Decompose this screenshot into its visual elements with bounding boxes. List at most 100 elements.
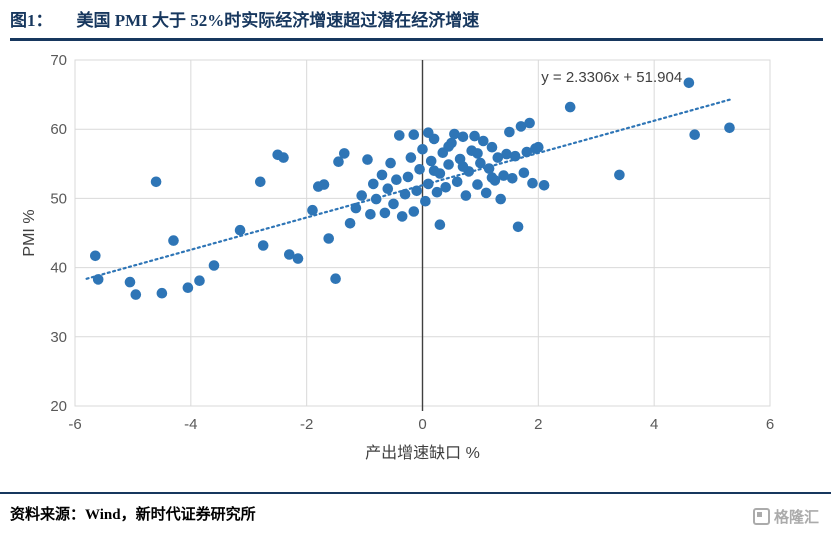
- scatter-point: [278, 152, 289, 163]
- scatter-point: [405, 152, 417, 163]
- scatter-point: [486, 141, 498, 153]
- scatter-point: [521, 146, 533, 158]
- scatter-point: [124, 276, 136, 288]
- scatter-point: [480, 187, 492, 199]
- scatter-point: [475, 157, 486, 169]
- scatter-point: [460, 190, 472, 201]
- scatter-point: [234, 224, 246, 236]
- scatter-point: [156, 287, 168, 299]
- figure-title-row: 图1： 美国 PMI 大于 52%时实际经济增速超过潜在经济增速: [10, 6, 823, 41]
- figure-title: 美国 PMI 大于 52%时实际经济增速超过潜在经济增速: [76, 11, 480, 30]
- x-tick-label: 0: [418, 416, 426, 433]
- scatter-point: [370, 193, 382, 205]
- source-label: 资料来源：: [10, 507, 86, 523]
- scatter-point: [365, 209, 376, 220]
- trend-line: [85, 97, 734, 280]
- scatter-point: [323, 233, 335, 244]
- scatter-point: [168, 235, 179, 246]
- logo-icon: [752, 508, 770, 525]
- scatter-point: [443, 141, 454, 152]
- x-tick-label: 6: [766, 416, 774, 433]
- scatter-point: [495, 193, 507, 205]
- scatter-point: [472, 148, 483, 159]
- scatter-point: [333, 156, 344, 167]
- scatter-point: [512, 221, 524, 233]
- scatter-point: [449, 128, 460, 140]
- scatter-point: [208, 260, 220, 271]
- scatter-point: [504, 126, 515, 138]
- scatter-point: [414, 164, 425, 175]
- scatter-point: [457, 161, 469, 172]
- y-tick-label: 40: [50, 260, 67, 277]
- scatter-point: [90, 250, 101, 262]
- scatter-point: [284, 249, 295, 260]
- source-line: 资料来源：Wind，新时代证券研究所: [10, 503, 256, 524]
- scatter-point: [344, 218, 356, 229]
- scatter-point: [423, 127, 434, 138]
- scatter-point: [469, 130, 480, 142]
- scatter-point: [533, 141, 544, 153]
- scatter-point: [92, 274, 104, 285]
- scatter-point: [257, 240, 269, 251]
- scatter-point: [486, 172, 498, 183]
- scatter-point: [194, 275, 205, 286]
- y-tick-label: 20: [50, 398, 67, 415]
- scatter-point: [382, 183, 394, 194]
- scatter-point: [564, 101, 576, 113]
- scatter-point: [408, 129, 420, 140]
- scatter-point: [255, 176, 266, 188]
- scatter-point: [399, 188, 411, 200]
- chart-area: 20 30 40 50 60 70 -6 -4 -2 0 2 4 6 y = 2.3306x + 51.9…: [20, 40, 810, 490]
- scatter-point: [483, 163, 495, 174]
- scatter-point: [425, 155, 437, 167]
- scatter-point: [498, 170, 509, 181]
- scatter-point: [396, 211, 408, 222]
- x-axis-title: 产出增速缺口 %: [365, 444, 480, 462]
- scatter-point: [307, 204, 318, 216]
- scatter-point: [434, 219, 446, 230]
- trendline-equation: y = 2.3306x + 51.904: [541, 69, 682, 86]
- scatter-point: [385, 157, 396, 169]
- scatter-point: [423, 178, 434, 190]
- scatter-point: [417, 144, 428, 155]
- gelonghui-logo: 格隆汇: [752, 506, 819, 527]
- scatter-point: [518, 167, 530, 179]
- x-tick-label: 2: [534, 416, 542, 433]
- scatter-point: [362, 154, 373, 165]
- scatter-chart: 20 30 40 50 60 70 -6 -4 -2 0 2 4 6 y = 2.3306x + 51.9…: [21, 52, 774, 462]
- scatter-point: [724, 122, 735, 134]
- scatter-point: [402, 171, 414, 183]
- scatter-point: [538, 180, 550, 191]
- scatter-point: [356, 190, 368, 201]
- scatter-point: [368, 178, 379, 190]
- scatter-point: [527, 177, 538, 189]
- y-tick-label: 60: [50, 121, 67, 138]
- scatter-point: [509, 150, 521, 162]
- footer-divider: [0, 492, 831, 494]
- scatter-point: [388, 198, 399, 210]
- y-tick-label: 50: [50, 190, 67, 207]
- scatter-point: [150, 176, 162, 188]
- scatter-point: [330, 273, 341, 284]
- scatter-point: [451, 176, 463, 188]
- scatter-point: [182, 282, 194, 293]
- x-tick-label: 4: [650, 416, 658, 433]
- x-tick-label: -4: [184, 416, 197, 433]
- scatter-point: [292, 253, 304, 264]
- scatter-point: [440, 182, 452, 193]
- scatter-point: [492, 152, 504, 163]
- source-text: Wind，新时代证券研究所: [85, 507, 256, 523]
- scatter-point: [420, 195, 431, 207]
- scatter-point: [428, 165, 440, 176]
- x-tick-label: -6: [68, 416, 81, 433]
- scatter-point: [614, 169, 625, 181]
- scatter-point: [443, 159, 454, 170]
- scatter-point: [391, 174, 402, 185]
- scatter-point: [394, 130, 405, 141]
- scatter-point: [501, 148, 512, 160]
- scatter-point: [524, 117, 535, 129]
- scatter-point: [478, 135, 489, 147]
- scatter-point: [472, 179, 483, 190]
- scatter-point: [507, 173, 518, 184]
